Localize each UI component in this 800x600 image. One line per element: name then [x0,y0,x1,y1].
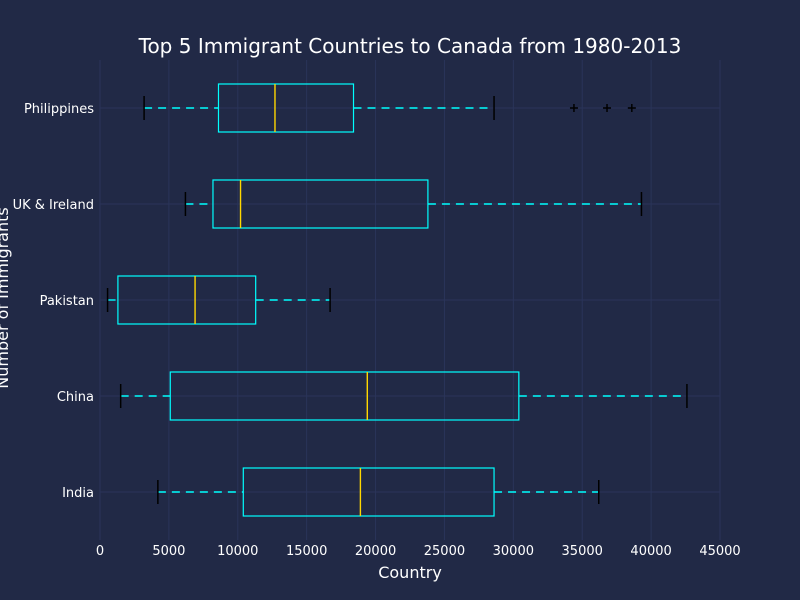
x-ticks: 0 5000 10000 15000 20000 25000 30000 35000 40000… [96,544,741,559]
x-tick-label: 20000 [355,544,396,559]
box-iqr [169,371,520,421]
y-tick-label: UK & Ireland [13,198,94,213]
box-iqr [117,275,257,325]
flier-marker [569,104,578,112]
x-tick-label: 15000 [286,544,327,559]
box-iqr [242,467,495,517]
chart-title: Top 5 Immigrant Countries to Canada from… [138,34,682,58]
box-group [119,371,688,421]
flier-marker [603,104,612,112]
y-ticks: India China Pakistan UK & Ireland Philippine… [13,102,95,501]
box-group [106,275,331,325]
x-tick-label: 25000 [424,544,465,559]
x-axis-label: Country [378,563,442,582]
x-tick-label: 35000 [562,544,603,559]
y-tick-label: India [62,486,94,501]
box-iqr [217,83,355,133]
y-tick-label: China [57,390,94,405]
box-group [184,179,643,229]
x-tick-label: 40000 [630,544,671,559]
y-tick-label: Philippines [24,102,94,117]
flier-marker [627,104,636,112]
box-iqr [212,179,429,229]
boxes [106,83,688,517]
box-group [143,83,636,133]
x-tick-label: 30000 [493,544,534,559]
y-axis-label: Number of Immigrants [0,207,12,389]
x-tick-label: 0 [96,544,104,559]
x-tick-label: 5000 [152,544,185,559]
box-group [157,467,600,517]
x-tick-label: 45000 [699,544,740,559]
y-tick-label: Pakistan [40,294,94,309]
x-tick-label: 10000 [217,544,258,559]
